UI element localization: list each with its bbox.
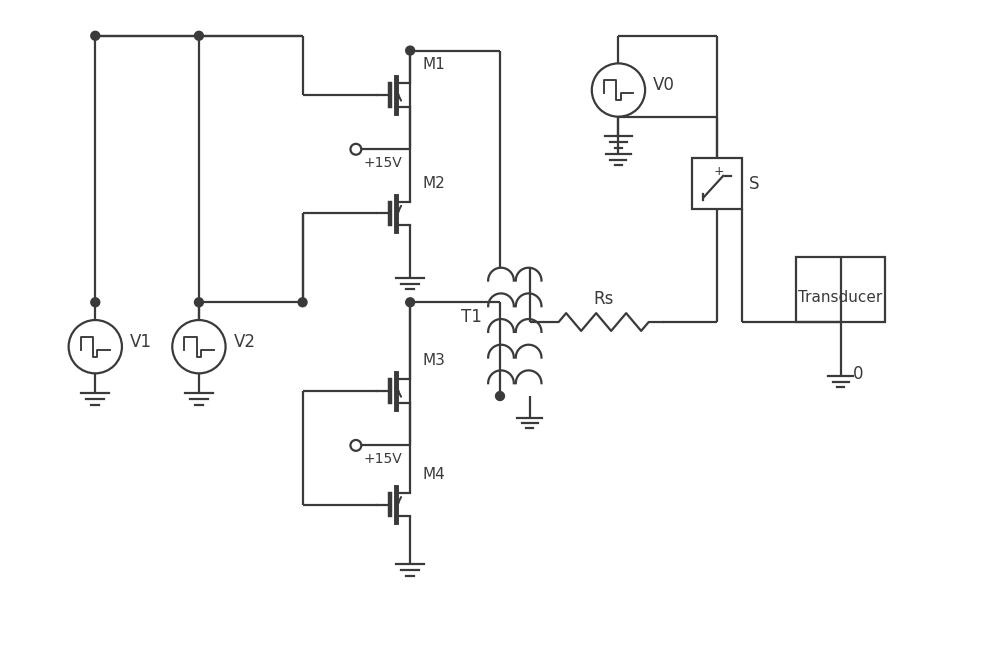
Circle shape (496, 391, 504, 400)
Text: M3: M3 (422, 353, 445, 368)
Circle shape (194, 298, 203, 307)
Text: V1: V1 (130, 333, 152, 351)
Bar (692, 158, 742, 210)
Text: +: + (714, 166, 724, 179)
Circle shape (406, 46, 415, 55)
Text: S: S (749, 175, 759, 193)
Text: Rs: Rs (593, 291, 614, 308)
Circle shape (91, 298, 100, 307)
Text: +15V: +15V (364, 156, 403, 170)
Text: +15V: +15V (364, 452, 403, 466)
Circle shape (406, 298, 415, 307)
Text: 0: 0 (852, 366, 863, 383)
Circle shape (298, 298, 307, 307)
Text: Transducer: Transducer (798, 290, 883, 305)
Text: M1: M1 (422, 58, 445, 72)
Circle shape (91, 31, 100, 40)
Text: M4: M4 (422, 467, 445, 482)
Bar (796, 258, 885, 322)
Text: T1: T1 (461, 308, 481, 326)
Text: M2: M2 (422, 176, 445, 191)
Circle shape (194, 31, 203, 40)
Text: V2: V2 (233, 333, 255, 351)
Text: V0: V0 (653, 76, 675, 94)
